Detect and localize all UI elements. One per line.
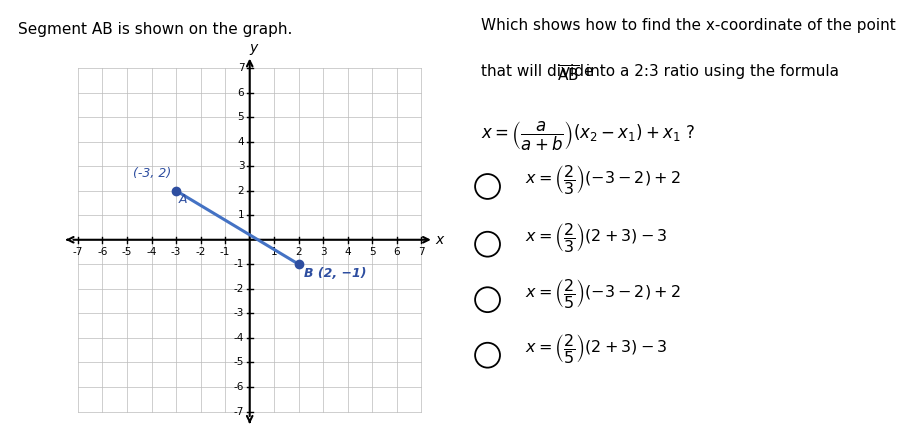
Text: 3: 3 — [320, 247, 327, 257]
Text: -6: -6 — [97, 247, 108, 257]
Text: 7: 7 — [238, 63, 244, 73]
Text: -5: -5 — [234, 357, 244, 368]
Text: x: x — [435, 233, 443, 247]
Text: $x = \left(\dfrac{2}{3}\right)(-3-2) + 2$: $x = \left(\dfrac{2}{3}\right)(-3-2) + 2… — [526, 163, 681, 196]
Text: 5: 5 — [238, 112, 244, 122]
Text: -2: -2 — [234, 284, 244, 294]
Text: into a 2:3 ratio using the formula: into a 2:3 ratio using the formula — [581, 64, 839, 79]
Text: -1: -1 — [234, 259, 244, 270]
Text: -6: -6 — [234, 382, 244, 392]
Text: $x = \left(\dfrac{2}{3}\right)(2+3) - 3$: $x = \left(\dfrac{2}{3}\right)(2+3) - 3$ — [526, 221, 667, 254]
Text: 4: 4 — [238, 137, 244, 147]
Text: 5: 5 — [369, 247, 376, 257]
Text: -7: -7 — [234, 407, 244, 416]
Text: 1: 1 — [238, 210, 244, 220]
Text: $x = \left(\dfrac{a}{a+b}\right)(x_2 - x_1) + x_1\ ?$: $x = \left(\dfrac{a}{a+b}\right)(x_2 - x… — [481, 120, 696, 153]
Text: B (2, −1): B (2, −1) — [303, 267, 366, 280]
Text: 2: 2 — [295, 247, 302, 257]
Text: -3: -3 — [171, 247, 182, 257]
Text: Segment AB is shown on the graph.: Segment AB is shown on the graph. — [18, 22, 292, 37]
Text: Which shows how to find the x-coordinate of the point: Which shows how to find the x-coordinate… — [481, 18, 895, 33]
Text: 6: 6 — [238, 87, 244, 98]
Text: -2: -2 — [195, 247, 206, 257]
Text: $\overline{\rm AB}$: $\overline{\rm AB}$ — [558, 64, 580, 84]
Text: 2: 2 — [238, 186, 244, 196]
Text: 3: 3 — [238, 161, 244, 171]
Text: A: A — [179, 193, 187, 206]
Text: 6: 6 — [393, 247, 400, 257]
Text: $x = \left(\dfrac{2}{5}\right)(-3-2) + 2$: $x = \left(\dfrac{2}{5}\right)(-3-2) + 2… — [526, 277, 681, 309]
Text: $x = \left(\dfrac{2}{5}\right)(2+3) - 3$: $x = \left(\dfrac{2}{5}\right)(2+3) - 3$ — [526, 332, 667, 365]
Text: that will divide: that will divide — [481, 64, 598, 79]
Text: -3: -3 — [234, 309, 244, 318]
Text: 1: 1 — [271, 247, 278, 257]
Text: -4: -4 — [234, 333, 244, 343]
Text: 7: 7 — [419, 247, 425, 257]
Text: -7: -7 — [73, 247, 84, 257]
Text: y: y — [250, 40, 258, 55]
Text: -1: -1 — [220, 247, 231, 257]
Text: -5: -5 — [122, 247, 133, 257]
Text: -4: -4 — [146, 247, 157, 257]
Text: (-3, 2): (-3, 2) — [133, 166, 172, 180]
Text: 4: 4 — [344, 247, 351, 257]
